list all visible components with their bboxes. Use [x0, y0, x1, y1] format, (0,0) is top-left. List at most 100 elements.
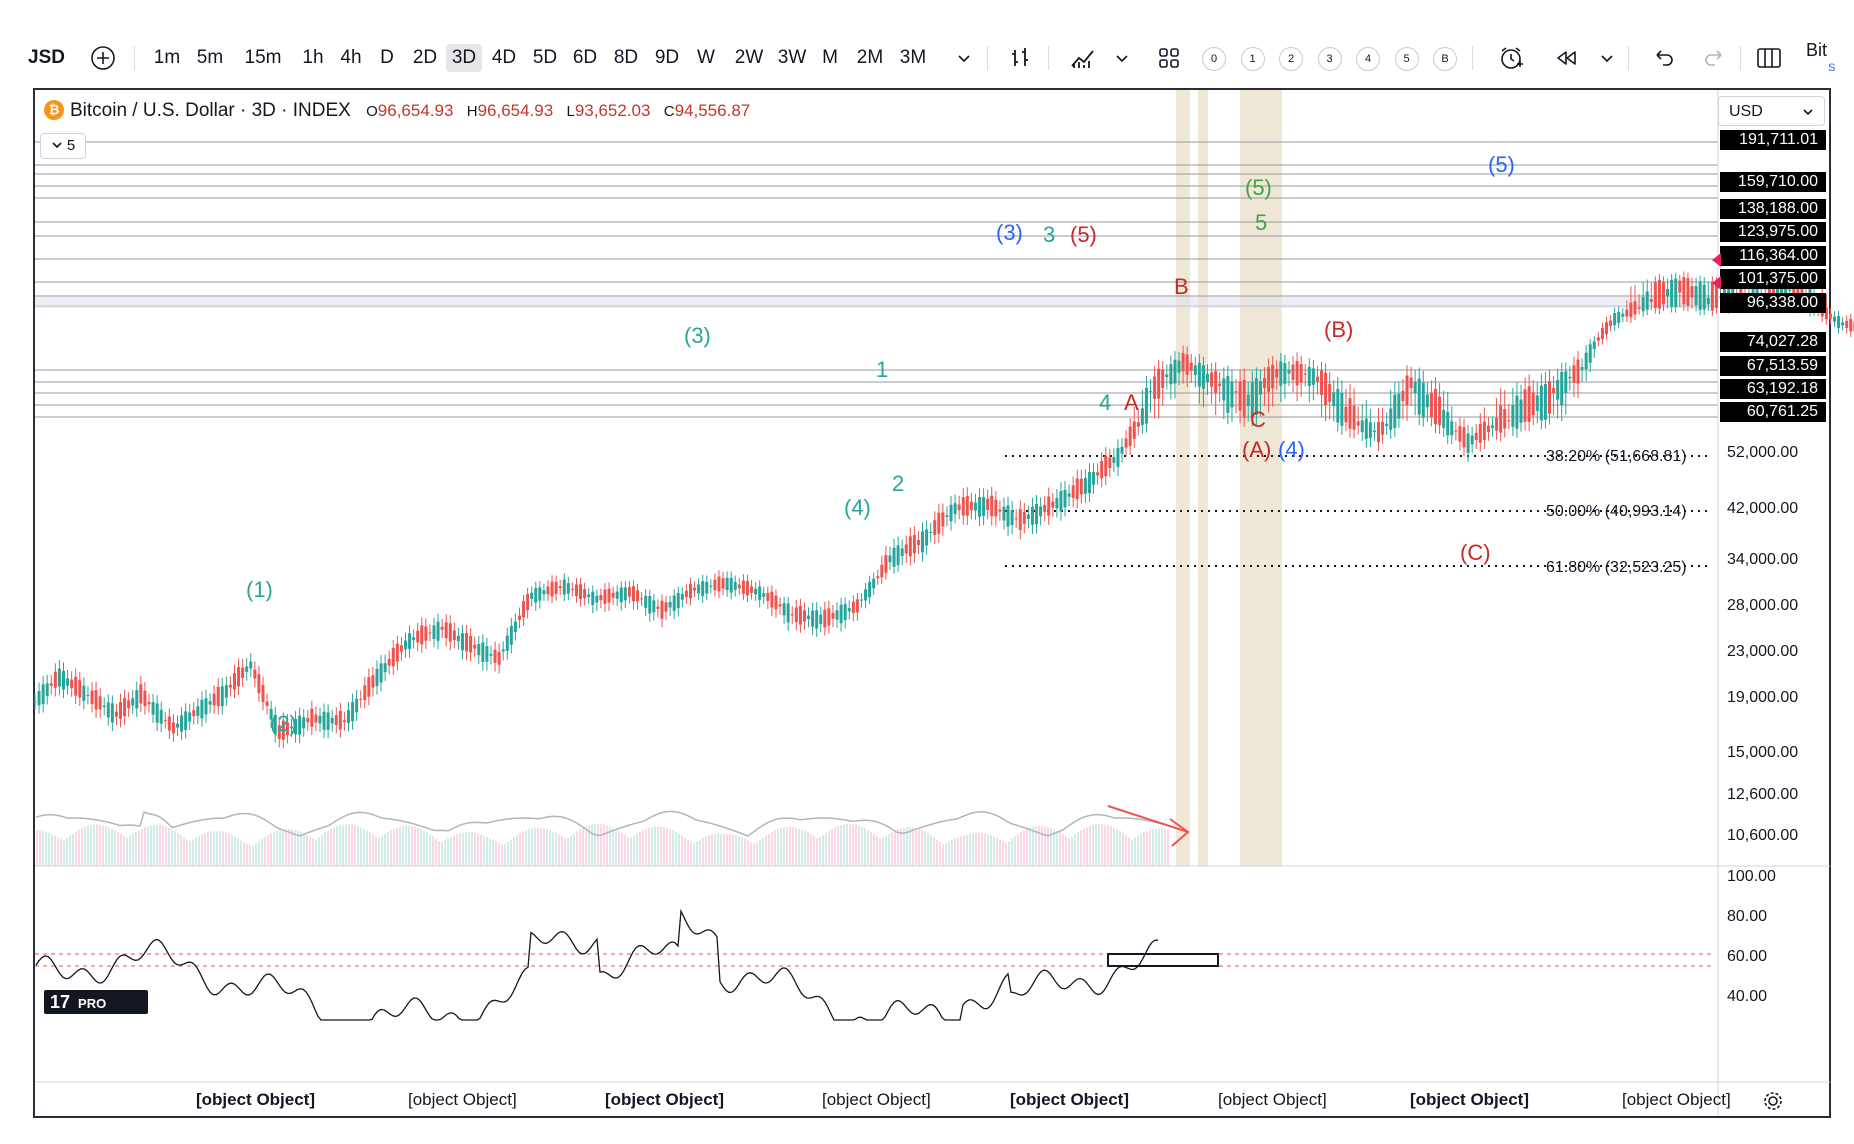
- volume-bar: [570, 835, 572, 866]
- elliott-wave-label[interactable]: (B): [1324, 317, 1354, 342]
- interval-2d[interactable]: 2D: [412, 47, 438, 68]
- interval-4h[interactable]: 4h: [340, 47, 362, 68]
- candle-body: [1218, 383, 1222, 386]
- volume-bar: [1095, 824, 1097, 866]
- candle-body: [265, 701, 269, 706]
- interval-15m[interactable]: 15m: [244, 47, 282, 68]
- drawing-slot-4[interactable]: 4: [1356, 47, 1380, 71]
- price-level-label[interactable]: 159,710.00: [1720, 172, 1826, 192]
- elliott-wave-label[interactable]: (3): [996, 220, 1023, 245]
- volume-bar: [390, 830, 392, 866]
- candle-body: [159, 709, 163, 724]
- volume-bar: [147, 826, 149, 866]
- price-level-label[interactable]: 123,975.00: [1720, 222, 1826, 242]
- candlestick-series[interactable]: [33, 269, 1854, 749]
- price-level-label[interactable]: 63,192.18: [1720, 379, 1826, 399]
- candle-body: [1246, 394, 1250, 407]
- elliott-wave-label[interactable]: 3: [1043, 222, 1056, 247]
- price-level-label[interactable]: 67,513.59: [1720, 356, 1826, 376]
- interval-1m[interactable]: 1m: [153, 47, 181, 68]
- interval-1h[interactable]: 1h: [302, 47, 324, 68]
- chart-frame: [33, 88, 1831, 1118]
- currency-select[interactable]: USD: [1718, 96, 1825, 126]
- chart-settings-button[interactable]: [1762, 1090, 1784, 1117]
- alert-button[interactable]: [1496, 44, 1528, 72]
- elliott-wave-label[interactable]: (5): [1070, 222, 1097, 247]
- elliott-wave-label[interactable]: 1: [876, 357, 889, 382]
- symbol-name-cut[interactable]: Bit: [1806, 40, 1854, 68]
- interval-3d[interactable]: 3D: [446, 44, 482, 72]
- legend-collapse-button[interactable]: 5: [40, 133, 86, 159]
- interval-d[interactable]: D: [380, 47, 394, 68]
- price-level-label[interactable]: 191,711.01: [1720, 130, 1826, 150]
- candle-body: [1519, 399, 1523, 423]
- elliott-wave-label[interactable]: (A): [1242, 437, 1272, 462]
- interval-2w[interactable]: 2W: [734, 47, 764, 68]
- price-level-label[interactable]: 101,375.00: [1720, 269, 1826, 289]
- rsi-rectangle-annotation[interactable]: [1107, 953, 1219, 967]
- candle-body: [1360, 420, 1364, 433]
- redo-button[interactable]: [1700, 44, 1730, 72]
- candle-body: [53, 671, 57, 688]
- interval-9d[interactable]: 9D: [654, 47, 680, 68]
- elliott-wave-label[interactable]: (5): [1245, 175, 1272, 200]
- drawing-slot-0[interactable]: 0: [1202, 47, 1226, 71]
- drawing-slot-2[interactable]: 2: [1279, 47, 1303, 71]
- symbol-search-button[interactable]: JSD: [28, 47, 65, 68]
- elliott-wave-label[interactable]: (3): [684, 323, 711, 348]
- elliott-wave-label[interactable]: A: [1124, 390, 1139, 415]
- interval-5d[interactable]: 5D: [532, 47, 558, 68]
- volume-bar: [78, 829, 80, 866]
- interval-4d[interactable]: 4D: [491, 47, 517, 68]
- candle-body: [1576, 359, 1580, 384]
- elliott-wave-label[interactable]: (4): [1278, 437, 1305, 462]
- elliott-wave-label[interactable]: (5): [1488, 152, 1515, 177]
- interval-dropdown-chevron[interactable]: [952, 44, 976, 72]
- interval-m[interactable]: M: [822, 47, 838, 68]
- elliott-wave-label[interactable]: B: [1174, 274, 1189, 299]
- candle-body: [701, 581, 705, 597]
- interval-2m[interactable]: 2M: [856, 47, 884, 68]
- elliott-wave-label[interactable]: C: [1250, 407, 1266, 432]
- interval-3m[interactable]: 3M: [899, 47, 927, 68]
- interval-3w[interactable]: 3W: [777, 47, 807, 68]
- elliott-wave-label[interactable]: 4: [1099, 390, 1112, 415]
- replay-dropdown[interactable]: [1597, 44, 1617, 72]
- elliott-wave-label[interactable]: 5: [1255, 210, 1268, 235]
- layouts-button[interactable]: [1154, 44, 1184, 72]
- price-level-label[interactable]: 138,188.00: [1720, 199, 1826, 219]
- price-level-label[interactable]: 74,027.28: [1720, 332, 1826, 352]
- drawing-slot-5[interactable]: 5: [1394, 47, 1419, 71]
- interval-5m[interactable]: 5m: [196, 47, 224, 68]
- candle-body: [70, 679, 74, 689]
- volume-bar: [918, 828, 920, 866]
- chart-type-button[interactable]: [1005, 44, 1035, 72]
- interval-8d[interactable]: 8D: [613, 47, 639, 68]
- compare-add-button[interactable]: [88, 44, 118, 72]
- price-level-label[interactable]: 116,364.00: [1720, 246, 1826, 266]
- elliott-wave-label[interactable]: (1): [246, 577, 273, 602]
- candle-body: [261, 685, 265, 702]
- drawing-slot-1[interactable]: 1: [1240, 47, 1265, 71]
- price-level-label[interactable]: 96,338.00: [1720, 293, 1826, 313]
- replay-button[interactable]: [1551, 44, 1581, 72]
- volume-bar: [126, 837, 128, 866]
- undo-button[interactable]: [1648, 44, 1678, 72]
- volume-bar: [135, 831, 137, 866]
- drawing-slot-b[interactable]: B: [1433, 47, 1457, 71]
- price-level-label[interactable]: 60,761.25: [1720, 402, 1826, 422]
- elliott-wave-label[interactable]: 2: [892, 471, 905, 496]
- candle-body: [1047, 496, 1051, 516]
- indicators-dropdown[interactable]: [1112, 44, 1132, 72]
- interval-6d[interactable]: 6D: [572, 47, 598, 68]
- symbol-legend[interactable]: ₿ Bitcoin / U.S. Dollar · 3D · INDEX O96,…: [44, 100, 758, 124]
- elliott-wave-label[interactable]: (C): [1460, 540, 1491, 565]
- multi-chart-layout-button[interactable]: [1752, 44, 1786, 72]
- red-arrow-annotation[interactable]: [1107, 805, 1190, 847]
- indicators-button[interactable]: [1066, 44, 1100, 72]
- interval-w[interactable]: W: [697, 47, 715, 68]
- elliott-wave-label[interactable]: (4): [844, 495, 871, 520]
- drawing-slot-3[interactable]: 3: [1317, 47, 1342, 71]
- elliott-wave-label[interactable]: (2): [270, 711, 297, 736]
